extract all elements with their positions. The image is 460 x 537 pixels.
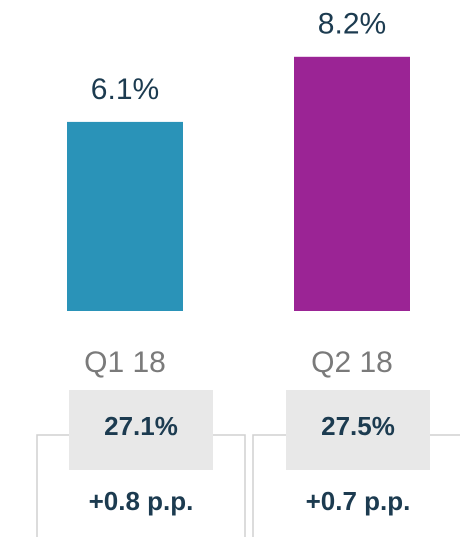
cell-box [286,390,430,470]
bar [67,121,183,312]
cell-box [69,390,213,470]
x-tick-label: Q2 18 [311,346,393,379]
table-cell: +0.7 p.p. [306,486,411,516]
table-cell: 27.5% [321,411,395,441]
table-cell: 27.1% [104,411,178,441]
bar [294,56,410,311]
x-tick-label: Q1 18 [84,346,166,379]
table-cell: +0.8 p.p. [89,486,194,516]
data-label: 8.2% [318,8,386,41]
data-label: 6.1% [91,73,159,106]
